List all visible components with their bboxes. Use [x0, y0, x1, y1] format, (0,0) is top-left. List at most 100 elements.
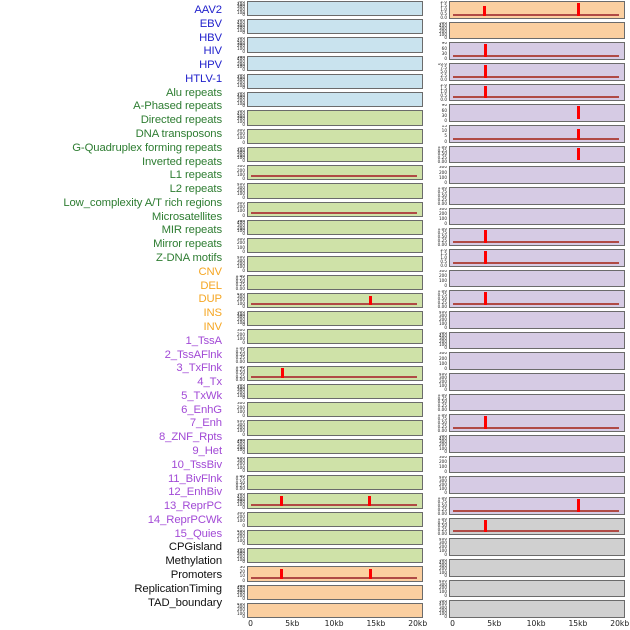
- y-tick-label: 20: [239, 568, 245, 574]
- plot-area: [449, 600, 625, 618]
- y-axis-ticks: 0 100 200 300 400 500: [228, 384, 246, 399]
- y-tick-label: 200: [237, 6, 245, 12]
- y-tick-label: 200: [237, 404, 245, 410]
- y-tick-label: 300: [237, 387, 245, 393]
- y-axis-ticks: 0 100 200 300 400 500: [228, 1, 246, 16]
- track-panel: 0 100 200 300 400 500: [228, 493, 424, 509]
- y-tick-label: 1.00: [437, 393, 447, 397]
- y-axis-ticks: 0 100 200 300: [430, 270, 448, 288]
- y-axis-ticks: 0 100 200 300 400: [228, 530, 246, 545]
- plot-area: [247, 238, 423, 254]
- y-tick-label: 1.00: [437, 290, 447, 294]
- y-tick-label: 0: [444, 138, 447, 143]
- row-label: L2 repeats: [169, 183, 222, 196]
- coverage-baseline: [453, 240, 619, 243]
- y-tick-label: 0.50: [437, 420, 447, 426]
- coverage-baseline: [453, 509, 619, 512]
- y-tick-label: 200: [237, 240, 245, 246]
- track-panel: 0.00 0.25 0.50 0.75 1.00: [430, 145, 626, 164]
- y-tick-label: 0.75: [437, 230, 447, 236]
- row-label: CPGisland: [168, 541, 222, 554]
- y-tick-label: 0: [242, 48, 245, 53]
- y-tick-label: 300: [439, 352, 447, 356]
- y-tick-label: 400: [237, 92, 245, 98]
- y-tick-label: 300: [237, 128, 245, 132]
- y-tick-label: 100: [237, 501, 245, 507]
- plot-area: [449, 476, 625, 494]
- y-tick-label: 0.5: [440, 258, 447, 264]
- track-panel: 0 100 200 300 400 500: [228, 110, 424, 126]
- y-tick-label: 0.00: [437, 407, 447, 412]
- y-tick-label: 100: [237, 82, 245, 88]
- y-axis-ticks: 0 100 200 300 400 500: [228, 311, 246, 326]
- row-label: DNA transposons: [135, 128, 223, 141]
- signal-spike: [576, 129, 580, 140]
- row-label: A-Phased repeats: [133, 100, 222, 113]
- track-panel: 0 100 200 300: [430, 166, 626, 184]
- track-panel: 0 100 200 300 400: [430, 538, 626, 556]
- y-tick-label: 100: [439, 174, 447, 180]
- row-label: HIV: [203, 45, 222, 58]
- y-tick-label: 0: [444, 489, 447, 494]
- y-tick-label: 1.00: [437, 145, 447, 149]
- x-axis: 0 5kb 10kb 15kb 20kb: [449, 619, 629, 630]
- y-tick-label: 400: [237, 220, 245, 226]
- y-tick-label: 5: [444, 133, 447, 139]
- track-panel: 0 100 200 300 400 500: [430, 559, 626, 577]
- row-label: 8_ZNF_Rpts: [158, 431, 222, 444]
- y-tick-label: 0.75: [437, 147, 447, 153]
- row-label: CNV: [198, 265, 222, 278]
- plot-area: [247, 365, 423, 381]
- y-axis-ticks: 0.00 0.25 0.50 0.75 1.00: [430, 497, 448, 515]
- y-axis-ticks: 0 100 200 300: [228, 129, 246, 144]
- y-tick-label: 0: [242, 413, 245, 418]
- y-tick-label: 100: [237, 335, 245, 341]
- y-tick-label: 200: [439, 210, 447, 216]
- y-tick-label: 100: [439, 215, 447, 221]
- y-tick-label: 0: [242, 139, 245, 144]
- y-axis-ticks: 0.0 2.5 5.0 7.5 10.0: [430, 63, 448, 81]
- y-tick-label: 0.25: [437, 506, 447, 512]
- track-panel: 0.00 0.25 0.50 0.75 1.00: [228, 475, 424, 491]
- row-label-column: AAV2 EBV HBV HIV HPV HTLV-1 Alu repeats A-Phase…: [0, 0, 222, 630]
- y-tick-label: 500: [237, 146, 245, 150]
- y-tick-label: 300: [439, 25, 447, 31]
- track-panel: 0 100 200 300 400: [228, 256, 424, 272]
- track-panel: 0 100 200 300 400: [228, 529, 424, 546]
- plot-area: [449, 145, 625, 164]
- y-tick-label: 0.50: [437, 502, 447, 508]
- y-tick-label: 0: [242, 85, 245, 90]
- y-axis-ticks: 0 100 200 300 400 500: [228, 19, 246, 34]
- plot-area: [247, 420, 423, 436]
- y-axis-ticks: 0 100 200 300: [430, 456, 448, 474]
- y-tick-label: 400: [439, 373, 447, 376]
- y-tick-label: 100: [237, 118, 245, 124]
- y-tick-label: 0.00: [437, 303, 447, 308]
- y-tick-label: 100: [237, 135, 245, 141]
- y-tick-label: 300: [439, 207, 447, 211]
- y-tick-label: 0: [242, 468, 245, 473]
- y-tick-label: 500: [439, 559, 447, 562]
- row-label: Promoters: [170, 568, 222, 581]
- y-tick-label: 200: [439, 28, 447, 34]
- y-tick-label: 400: [237, 74, 245, 80]
- signal-spike: [483, 5, 487, 16]
- track-panel: 0.0 0.5 1.0 1.5 2.0: [430, 83, 626, 102]
- x-axis: 0 5kb 10kb 15kb 20kb: [247, 619, 427, 630]
- track-panel: 0.00 0.25 0.50 0.75 1.00: [228, 347, 424, 363]
- y-tick-label: 10.0: [437, 63, 447, 66]
- y-tick-label: 200: [237, 461, 245, 467]
- y-tick-label: 1.00: [235, 274, 245, 278]
- y-tick-label: 200: [439, 355, 447, 361]
- y-tick-label: 300: [237, 441, 245, 447]
- row-label: Low_complexity A/T rich regions: [63, 196, 222, 209]
- y-tick-label: 300: [237, 113, 245, 119]
- y-tick-label: 0: [444, 179, 447, 184]
- y-tick-label: 0: [242, 431, 245, 436]
- y-tick-label: 0.25: [437, 237, 447, 243]
- y-tick-label: 500: [237, 1, 245, 4]
- y-tick-label: 60: [441, 107, 447, 113]
- y-tick-label: 0.75: [235, 476, 245, 482]
- track-panel: 0 100 200 300 400 500: [228, 92, 424, 108]
- plot-area: [449, 166, 625, 184]
